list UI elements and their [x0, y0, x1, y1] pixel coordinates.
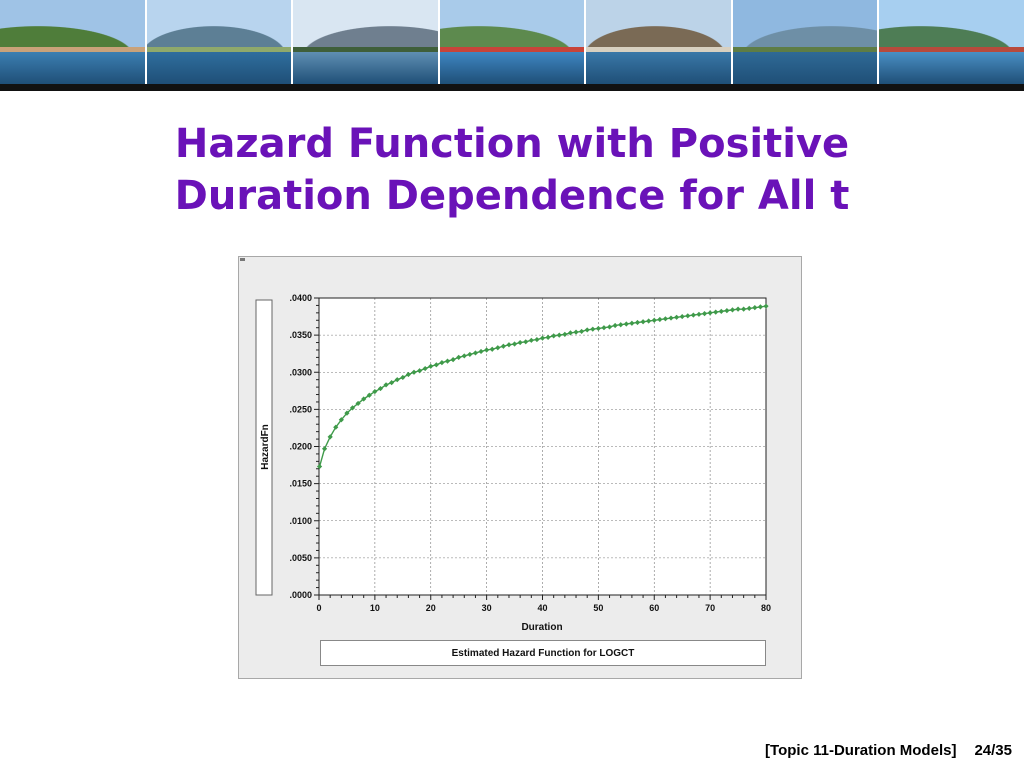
data-point	[595, 325, 601, 332]
data-point	[701, 310, 708, 317]
data-point	[657, 316, 663, 323]
data-point	[551, 333, 557, 339]
data-point	[713, 309, 719, 315]
data-point	[584, 327, 590, 333]
data-point	[495, 345, 501, 351]
y-tick-label: .0150	[289, 479, 312, 489]
data-point	[741, 306, 747, 312]
y-tick-label: .0300	[289, 367, 312, 377]
y-tick-label: .0200	[289, 442, 312, 452]
x-tick-label: 50	[593, 603, 603, 613]
data-point	[456, 354, 462, 360]
x-tick-label: 0	[316, 603, 321, 613]
banner-photo	[439, 0, 585, 84]
footer-page-number: 24/35	[974, 742, 1012, 759]
data-point	[679, 313, 685, 320]
slide-title: Hazard Function with Positive Duration D…	[0, 118, 1024, 222]
data-point	[601, 325, 607, 331]
hazard-chart: HazardFn 0 10 20 30 40 50 60 70 80 .0000 .0050 .010…	[240, 258, 771, 633]
y-axis-label: HazardFn	[260, 424, 271, 470]
data-point	[372, 388, 378, 395]
data-point	[517, 339, 523, 346]
data-point	[333, 424, 339, 430]
x-tick-label: 20	[426, 603, 436, 613]
data-point	[640, 319, 646, 325]
data-point	[383, 382, 389, 388]
data-point	[411, 369, 417, 375]
data-point	[685, 313, 691, 319]
data-point	[506, 342, 512, 348]
y-tick-label: .0050	[289, 553, 312, 563]
banner-photo	[732, 0, 878, 84]
photo-banner	[0, 0, 1024, 84]
y-tick-label: .0400	[289, 293, 312, 303]
ylabel-box	[255, 299, 273, 596]
data-point	[450, 357, 456, 363]
banner-divider	[0, 84, 1024, 91]
chart-caption: Estimated Hazard Function for LOGCT	[320, 640, 766, 666]
footer-topic: [Topic 11-Duration Models]	[765, 742, 957, 759]
data-point	[629, 320, 635, 326]
data-point	[355, 400, 361, 407]
x-tick-label: 10	[370, 603, 380, 613]
data-point	[724, 308, 730, 314]
data-point	[618, 322, 624, 328]
x-tick-label: 40	[537, 603, 547, 613]
x-tick-label: 80	[761, 603, 771, 613]
y-tick-label: .0100	[289, 516, 312, 526]
data-point	[400, 374, 406, 381]
y-tick-label: .0000	[289, 590, 312, 600]
data-point	[344, 410, 350, 416]
banner-photo	[146, 0, 292, 84]
data-point	[674, 314, 680, 320]
y-tick-label: .0350	[289, 330, 312, 340]
axes: 0 10 20 30 40 50 60 70 80 .0000 .0050 .0100 .0150 .02…	[289, 293, 771, 613]
x-tick-label: 60	[649, 603, 659, 613]
slide-title-line-1: Hazard Function with Positive	[174, 121, 850, 167]
y-tick-label: .0250	[289, 404, 312, 414]
slide-footer: [Topic 11-Duration Models] 24/35	[765, 742, 1012, 759]
slide-title-line-2: Duration Dependence for All t	[174, 173, 850, 219]
data-point	[428, 363, 434, 369]
banner-photo	[879, 0, 1024, 84]
panel-handle-icon	[240, 258, 245, 261]
data-point	[528, 337, 534, 343]
data-point	[573, 329, 579, 335]
data-point	[590, 326, 596, 332]
banner-photo	[293, 0, 438, 84]
data-point	[735, 306, 741, 312]
x-tick-label: 30	[482, 603, 492, 613]
data-point	[634, 319, 641, 326]
data-point	[523, 339, 529, 345]
grid-lines	[319, 298, 766, 595]
banner-photo	[0, 0, 145, 84]
data-point	[729, 307, 736, 313]
x-tick-label: 70	[705, 603, 715, 613]
x-axis-label: Duration	[521, 622, 562, 633]
data-point	[562, 331, 568, 337]
data-point	[556, 332, 562, 338]
chart-panel: HazardFn 0 10 20 30 40 50 60 70 80 .0000 .0050 .010…	[238, 256, 802, 679]
data-point	[545, 334, 551, 340]
data-point	[484, 347, 490, 353]
banner-photo	[586, 0, 731, 84]
data-point	[646, 318, 652, 324]
data-point	[623, 321, 629, 327]
data-point	[534, 336, 540, 343]
